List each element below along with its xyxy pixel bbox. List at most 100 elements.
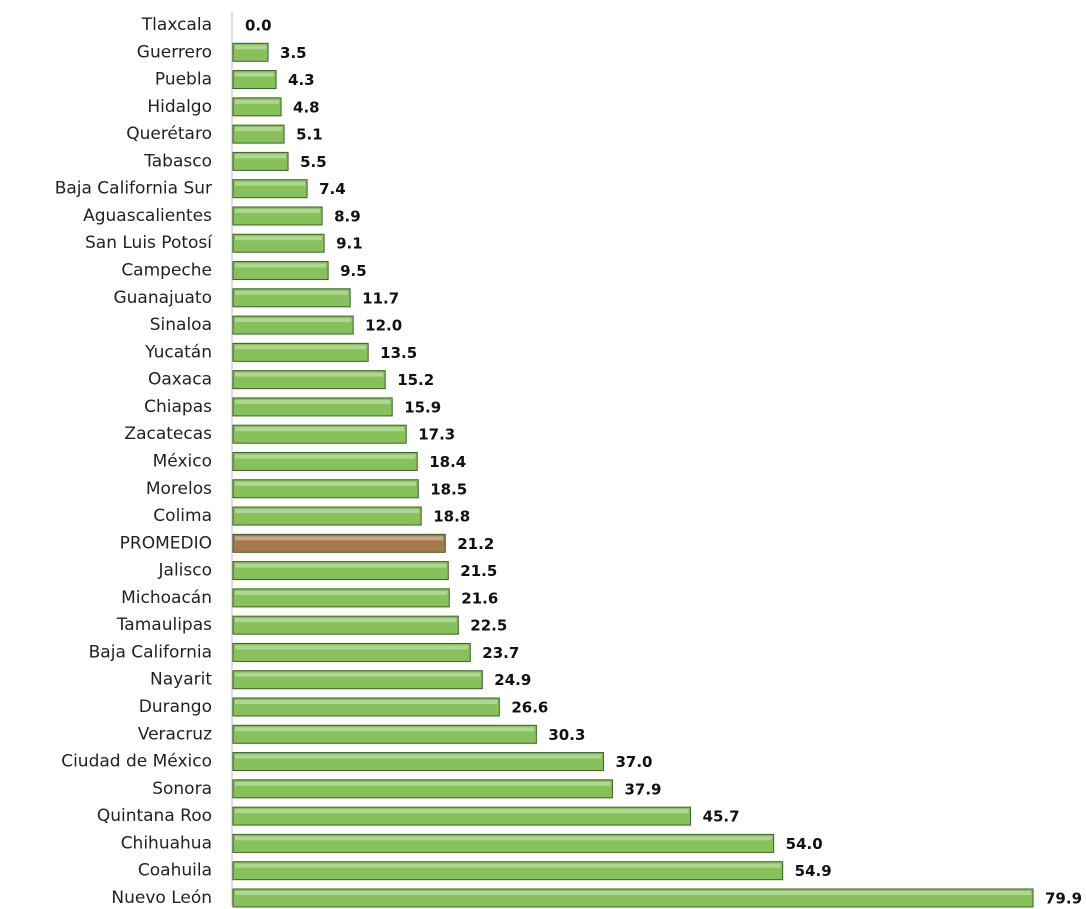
category-label: Querétaro: [126, 124, 212, 144]
bar-highlight: [235, 399, 391, 404]
bar-highlight: [235, 127, 283, 132]
bar: [232, 861, 784, 881]
category-label: Quintana Roo: [97, 806, 212, 826]
value-label: 79.9: [1045, 889, 1082, 907]
bar-highlight: [235, 700, 498, 704]
value-label: 30.3: [548, 726, 585, 744]
category-label: Zacatecas: [124, 424, 212, 444]
category-label: Baja California: [89, 642, 212, 662]
bar: [232, 288, 351, 308]
bar: [232, 588, 450, 608]
bar-highlight: [235, 290, 349, 295]
bar: [232, 752, 604, 772]
value-label: 15.9: [404, 398, 441, 416]
bar: [232, 70, 277, 90]
value-label: 54.0: [786, 835, 823, 853]
bar-highlight: [235, 154, 287, 159]
bar: [232, 233, 325, 253]
value-label: 9.1: [336, 235, 363, 253]
bar: [232, 642, 471, 662]
value-label: 11.7: [362, 289, 399, 307]
category-label: Oaxaca: [148, 370, 212, 390]
bar: [232, 506, 422, 526]
category-label: Sinaloa: [150, 315, 212, 335]
bar: [232, 561, 449, 581]
value-label: 15.2: [397, 371, 434, 389]
value-label: 21.2: [457, 535, 494, 553]
value-label: 4.3: [288, 71, 315, 89]
value-label: 37.0: [615, 753, 652, 771]
category-label: PROMEDIO: [120, 533, 212, 553]
bar-highlight: [235, 345, 367, 350]
bar-highlight: [235, 536, 444, 541]
value-label: 9.5: [340, 262, 367, 280]
bar-highlight: [235, 890, 1031, 895]
bar: [232, 451, 418, 471]
category-label: Morelos: [146, 479, 212, 499]
bar-highlight: [235, 45, 267, 50]
category-label: Sonora: [152, 779, 212, 799]
value-label: 5.5: [300, 153, 327, 171]
bar: [232, 261, 329, 281]
bar: [232, 533, 446, 553]
category-label: Puebla: [155, 70, 212, 90]
bar: [232, 806, 692, 826]
value-label: 17.3: [418, 426, 455, 444]
bar: [232, 779, 613, 799]
value-label: 24.9: [494, 671, 531, 689]
bar-highlight: [235, 836, 772, 841]
value-label: 12.0: [365, 317, 402, 335]
bar-highlight: [235, 809, 689, 814]
category-label: Tlaxcala: [141, 15, 212, 35]
value-label: 3.5: [280, 44, 307, 62]
bar: [232, 97, 282, 117]
bar: [232, 424, 407, 444]
bar: [232, 888, 1034, 908]
category-label: Guanajuato: [113, 288, 212, 308]
category-label: México: [153, 451, 212, 471]
value-label: 7.4: [319, 180, 346, 198]
bar-highlight: [235, 727, 535, 732]
bar-highlight: [235, 181, 306, 186]
category-label: Yucatán: [144, 342, 212, 362]
bar-highlight: [235, 754, 602, 759]
bar-highlight: [235, 427, 405, 432]
category-label: Ciudad de México: [61, 752, 212, 772]
category-label: Coahuila: [138, 861, 212, 881]
bar-highlight: [235, 672, 481, 677]
bar: [232, 724, 537, 744]
bar-highlight: [235, 263, 327, 268]
value-label: 5.1: [296, 126, 323, 144]
category-label: Nayarit: [150, 670, 212, 690]
value-label: 21.6: [461, 589, 498, 607]
value-label: 18.8: [433, 508, 470, 526]
value-label: 26.6: [511, 699, 548, 717]
category-label: Jalisco: [158, 561, 212, 581]
bar: [232, 833, 775, 853]
bar: [232, 697, 500, 717]
value-label: 4.8: [293, 98, 320, 116]
category-label: Campeche: [121, 261, 212, 281]
value-label: 18.4: [429, 453, 466, 471]
value-label: 54.9: [795, 862, 832, 880]
category-label: Aguascalientes: [83, 206, 212, 226]
bar-highlight: [235, 99, 280, 104]
category-label: Colima: [153, 506, 212, 526]
bar-highlight: [235, 454, 416, 459]
category-label: Nuevo León: [111, 888, 212, 908]
category-label: Michoacán: [121, 588, 212, 608]
category-label: Durango: [139, 697, 212, 717]
bar: [232, 151, 289, 171]
bar: [232, 315, 354, 335]
value-label: 37.9: [624, 780, 661, 798]
bar-highlight: [235, 863, 781, 868]
bar: [232, 615, 459, 635]
category-label: Hidalgo: [147, 97, 212, 117]
bar: [232, 42, 269, 62]
bar: [232, 206, 323, 226]
category-label: Chiapas: [144, 397, 212, 417]
bar-highlight: [235, 563, 447, 568]
bar-highlight: [235, 481, 417, 486]
bar: [232, 124, 285, 144]
